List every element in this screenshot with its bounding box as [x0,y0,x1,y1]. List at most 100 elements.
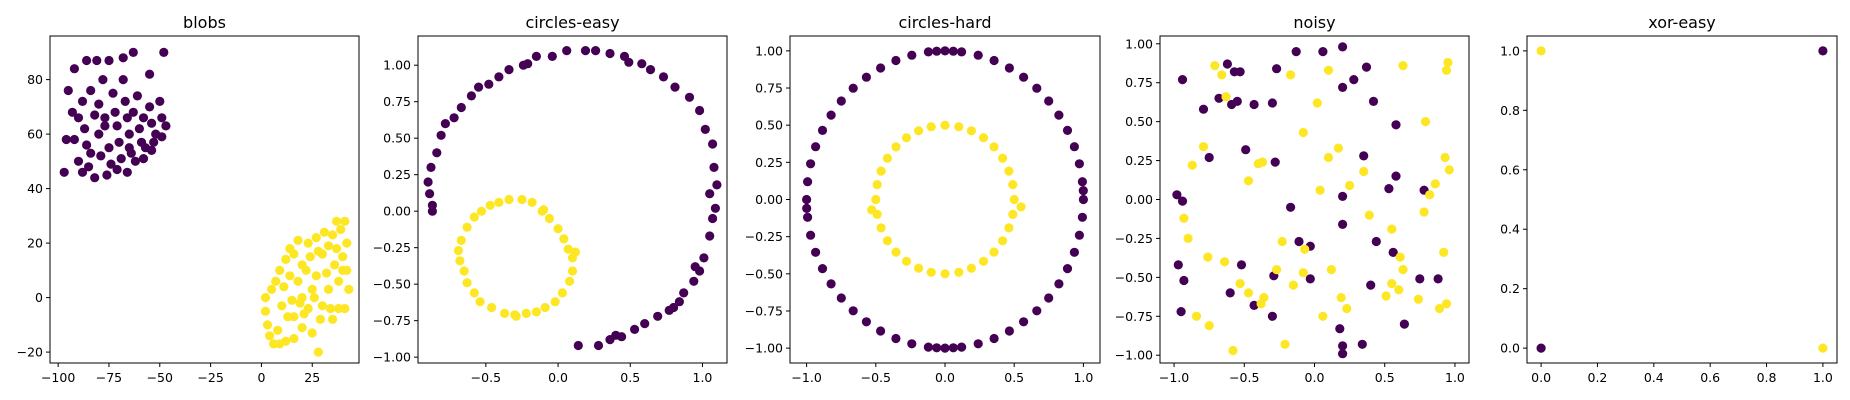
point-class-1 [1818,343,1828,353]
point-class-1 [511,311,521,321]
point-class-1 [876,166,886,176]
point-class-1 [459,266,469,276]
point-class-1 [317,249,327,259]
y-tick-label: 0.00 [755,192,783,207]
point-class-1 [1387,279,1397,289]
point-class-0 [1078,186,1088,196]
y-tick-label: −1.00 [373,350,411,365]
point-class-1 [872,180,882,190]
point-class-0 [132,91,142,101]
subplot-noisy: −1.0 −0.5 0.0 0.5 1.0 −1.00 −0.75 −0.50 −0.25 0.0… [1115,13,1470,385]
point-class-0 [102,170,112,180]
point-class-0 [806,159,816,169]
point-class-1 [989,247,999,257]
point-class-0 [630,324,640,334]
point-class-1 [1191,311,1202,321]
point-class-1 [1277,236,1287,247]
y-tick-label: −0.25 [745,229,783,244]
point-class-0 [130,156,140,166]
point-class-0 [80,124,90,134]
point-class-1 [1425,190,1435,200]
x-tick-label: −0.5 [471,370,501,385]
point-class-1 [1298,268,1308,278]
point-class-1 [1430,179,1440,189]
point-class-0 [848,306,858,316]
point-class-0 [449,113,459,123]
point-class-1 [563,244,573,254]
point-class-0 [86,85,96,96]
point-class-0 [580,46,591,56]
point-class-0 [84,162,94,172]
point-class-1 [271,276,281,286]
point-class-1 [285,271,295,281]
point-class-0 [90,173,100,183]
point-class-0 [826,110,836,120]
point-class-0 [591,46,601,56]
point-class-0 [940,46,950,56]
point-class-0 [94,129,104,139]
point-class-0 [593,340,604,351]
point-class-1 [1272,265,1282,275]
y-tick-label: 0.8 [1500,103,1520,118]
point-class-1 [469,212,479,222]
point-class-1 [319,227,329,237]
point-class-1 [1326,265,1336,275]
point-class-1 [275,265,285,275]
x-tick-label: 0.0 [1531,370,1551,385]
point-class-1 [882,236,893,246]
point-class-0 [128,47,138,58]
point-class-1 [267,284,277,294]
point-class-0 [427,206,437,216]
point-class-0 [90,110,100,120]
point-class-0 [653,311,663,321]
point-class-0 [1032,306,1042,316]
point-class-1 [1441,65,1452,75]
point-class-0 [423,177,433,187]
point-class-1 [1441,299,1452,309]
y-tick-label: −0.75 [745,303,783,318]
x-tick-label: −1.0 [791,370,821,385]
point-class-0 [494,72,504,82]
point-class-1 [978,133,989,143]
point-class-1 [455,256,465,266]
y-tick-label: 0.75 [755,81,783,96]
point-class-1 [1288,280,1298,290]
point-class-1 [1387,224,1397,234]
point-class-1 [914,126,924,136]
point-class-1 [453,246,463,256]
x-tick-label: 0.5 [1375,370,1395,385]
point-class-0 [1225,288,1235,298]
point-class-0 [1236,260,1247,270]
y-tick-label: −0.25 [373,240,411,255]
y-tick-label: 0.50 [383,131,411,146]
x-tick-label: 0.5 [620,370,640,385]
x-tick-label: 1.0 [1445,370,1465,385]
point-class-1 [1359,166,1369,177]
point-class-1 [1008,180,1018,190]
point-class-0 [708,139,718,149]
point-class-0 [1235,67,1245,77]
point-class-0 [1177,196,1188,206]
point-class-0 [124,129,134,139]
point-class-1 [954,122,964,132]
point-class-0 [836,293,846,303]
point-class-1 [1220,257,1230,267]
point-class-1 [281,254,291,264]
point-class-0 [82,55,92,66]
y-tick-label: 1.00 [383,58,411,73]
point-class-0 [1177,75,1188,85]
point-class-0 [124,143,134,153]
point-class-0 [670,82,680,92]
point-class-1 [307,284,317,294]
axes-frame [1159,35,1470,364]
point-class-0 [709,162,719,172]
point-class-1 [504,194,514,205]
point-class-0 [973,50,983,60]
y-tick-label: 0.50 [1125,114,1153,129]
point-class-0 [112,164,122,175]
point-class-0 [118,75,128,85]
point-class-0 [669,302,679,313]
point-class-0 [712,180,722,190]
point-class-0 [1399,319,1409,329]
point-class-0 [876,326,886,336]
